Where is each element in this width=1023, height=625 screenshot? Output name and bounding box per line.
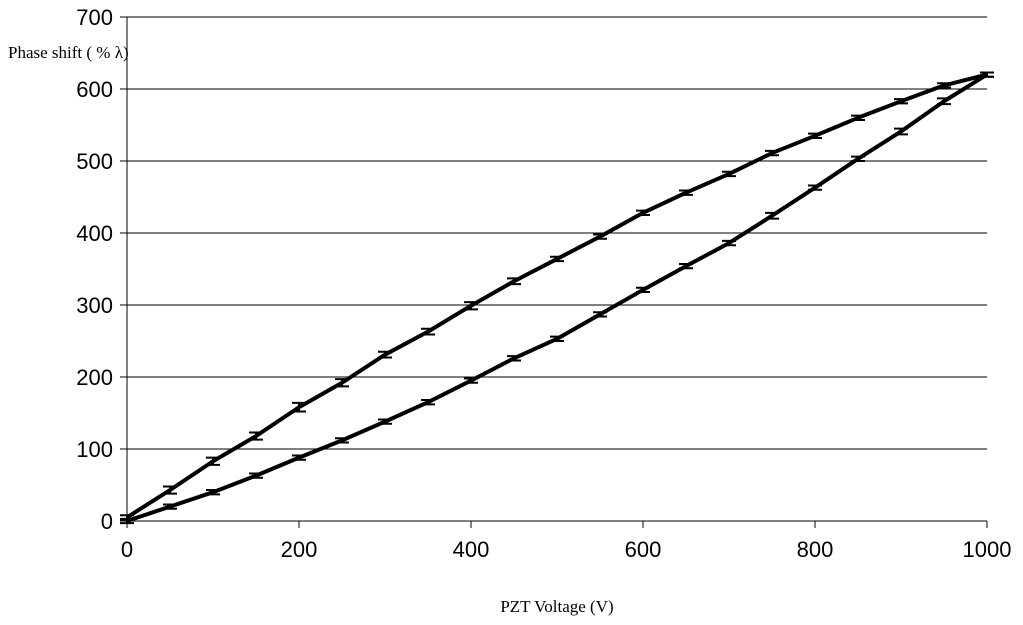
error-bar xyxy=(851,114,865,121)
y-tick-label: 0 xyxy=(101,509,113,534)
x-tick-label: 1000 xyxy=(963,537,1012,562)
error-bar xyxy=(163,503,177,510)
error-bar xyxy=(120,514,134,521)
error-bar xyxy=(593,233,607,240)
error-bar xyxy=(163,485,177,495)
error-bar xyxy=(550,335,564,342)
error-bar xyxy=(507,355,521,362)
error-bar xyxy=(206,489,220,496)
error-bar xyxy=(679,262,693,270)
x-tick-label: 600 xyxy=(625,537,662,562)
y-tick-label: 300 xyxy=(76,293,113,318)
y-tick-label: 700 xyxy=(76,5,113,30)
data-line xyxy=(125,72,988,520)
error-bar xyxy=(722,170,736,178)
error-bar xyxy=(808,184,822,191)
error-bar xyxy=(292,401,306,413)
error-bar xyxy=(765,149,779,157)
error-bar xyxy=(249,472,263,479)
x-tick-label: 800 xyxy=(797,537,834,562)
error-bar xyxy=(464,377,478,384)
error-bar xyxy=(507,277,521,286)
error-bar xyxy=(335,378,349,388)
error-bar xyxy=(636,286,650,294)
error-bar xyxy=(206,456,220,466)
error-bar xyxy=(292,454,306,461)
error-bar xyxy=(894,127,908,136)
y-tick-label: 400 xyxy=(76,221,113,246)
error-bar xyxy=(980,71,994,78)
error-bar xyxy=(464,301,478,311)
y-axis-label: Phase shift ( % λ) xyxy=(8,43,129,62)
error-bar xyxy=(335,437,349,444)
error-bar xyxy=(249,431,263,441)
error-bar xyxy=(937,82,951,89)
error-bar xyxy=(937,97,951,106)
y-tick-label: 600 xyxy=(76,77,113,102)
x-axis-label: PZT Voltage (V) xyxy=(500,597,613,616)
data-line xyxy=(126,72,989,523)
error-bar xyxy=(378,418,392,425)
y-tick-label: 200 xyxy=(76,365,113,390)
error-bar xyxy=(421,399,435,406)
y-tick-label: 500 xyxy=(76,149,113,174)
x-tick-label: 0 xyxy=(121,537,133,562)
y-tick-label: 100 xyxy=(76,437,113,462)
error-bar xyxy=(550,255,564,263)
x-tick-label: 400 xyxy=(453,537,490,562)
error-bar xyxy=(636,209,650,216)
error-bar xyxy=(378,350,392,359)
error-bar xyxy=(894,98,908,105)
error-bar xyxy=(808,132,822,139)
error-bar xyxy=(765,211,779,220)
error-bar xyxy=(421,327,435,336)
error-bar xyxy=(593,311,607,318)
error-bar xyxy=(722,239,736,247)
error-bar xyxy=(679,189,693,196)
error-bar xyxy=(851,155,865,162)
x-tick-label: 200 xyxy=(281,537,318,562)
